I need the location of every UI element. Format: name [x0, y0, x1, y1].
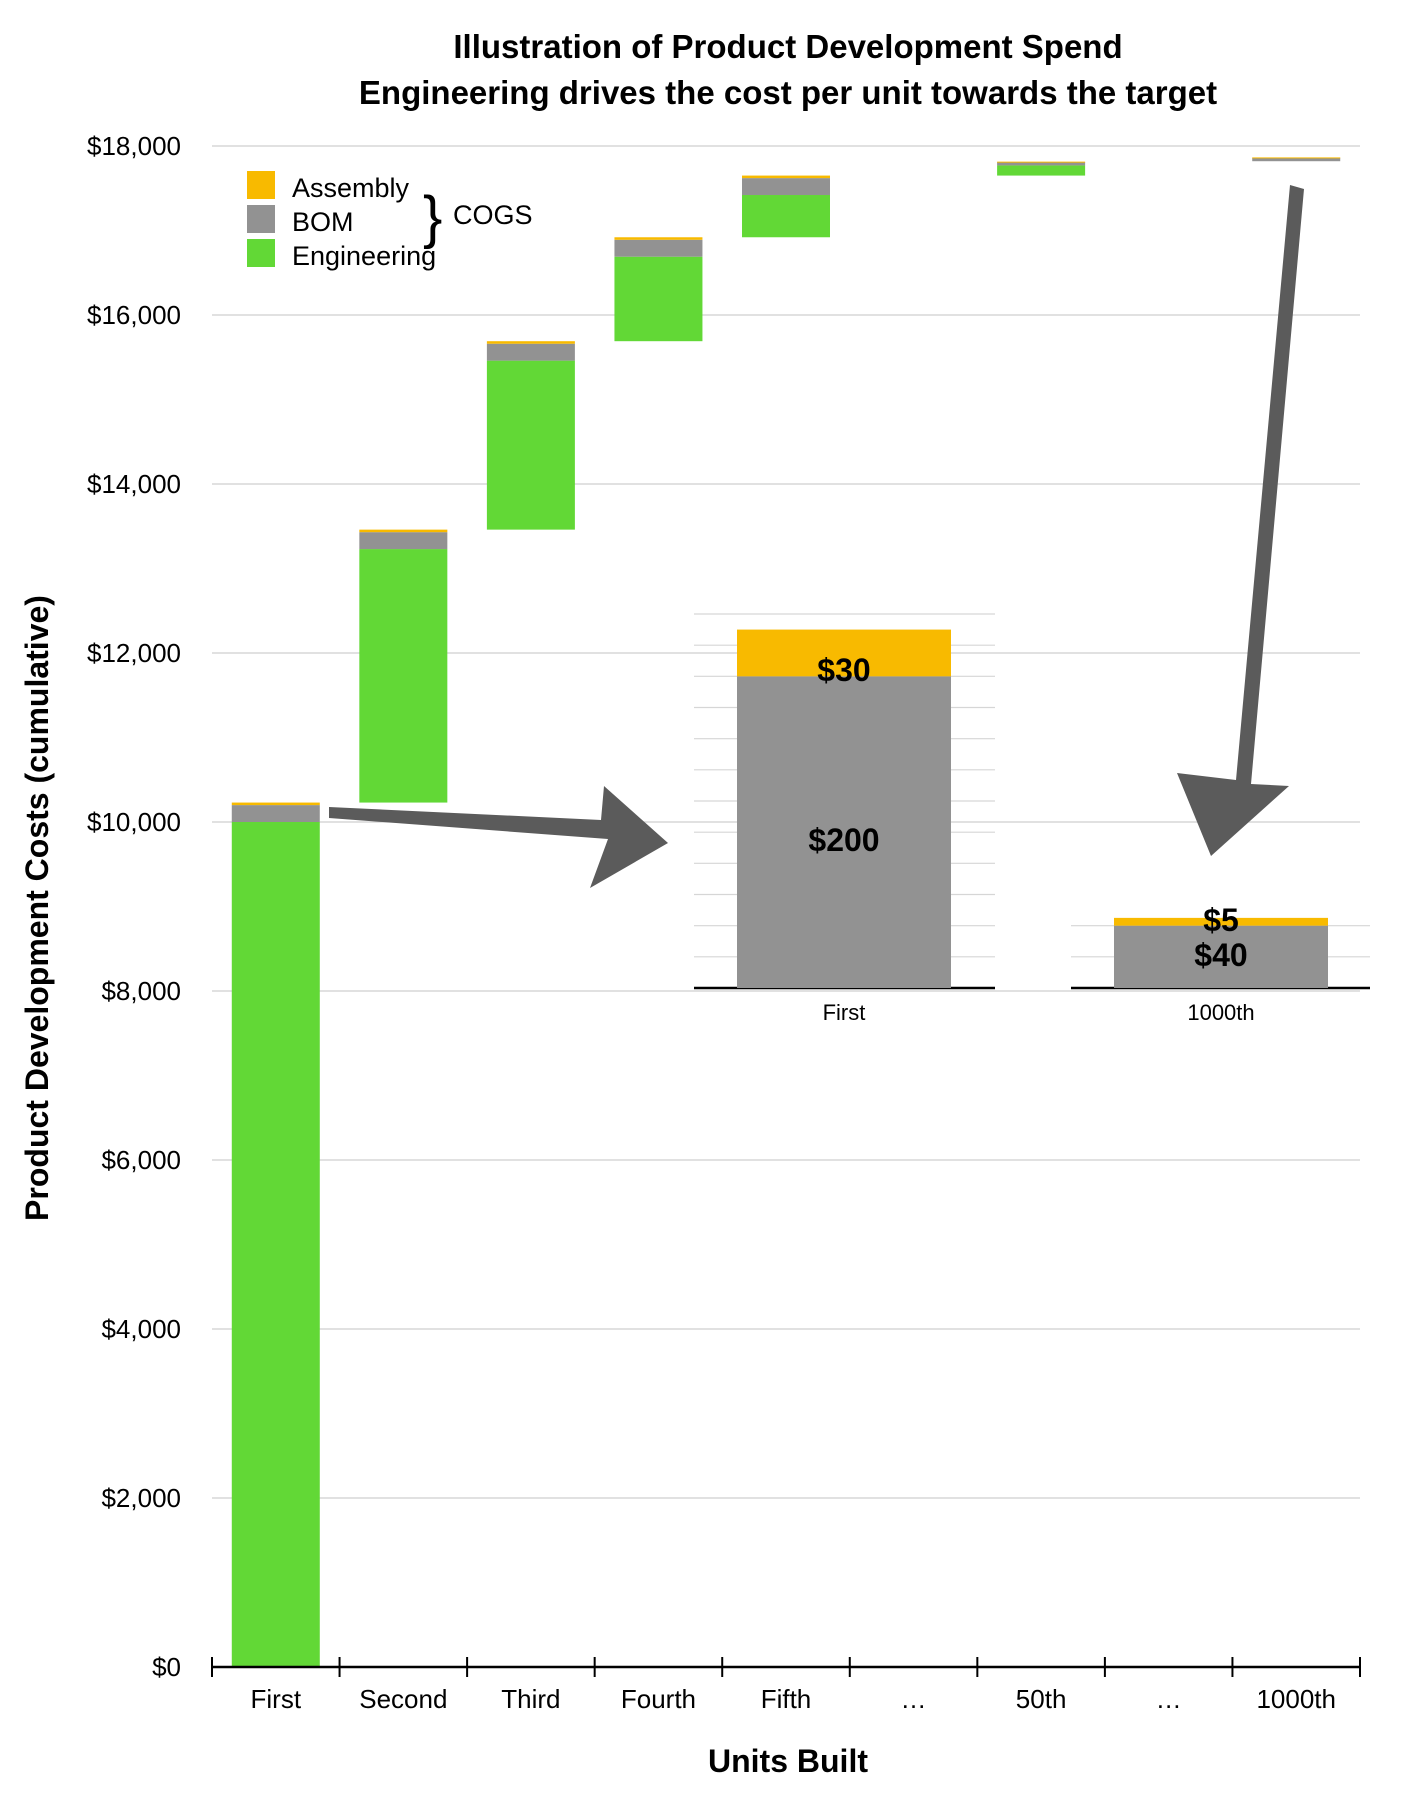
legend-swatch-bom [247, 205, 275, 233]
x-tick-label: Second [359, 1684, 447, 1714]
inset-bar-bom-1 [737, 676, 951, 988]
chart-title: Illustration of Product Development Spen… [453, 28, 1122, 65]
x-tick-label: Fourth [621, 1684, 696, 1714]
legend-label-assembly: Assembly [292, 173, 410, 203]
inset-data-label: $5 [1203, 902, 1239, 938]
chart-subtitle: Engineering drives the cost per unit tow… [359, 74, 1217, 111]
y-axis-ticks: $0 $2,000 $4,000 $6,000 $8,000 $10,000 $12,000… [87, 131, 181, 1682]
bar-assembly-4 [614, 237, 703, 240]
inset-data-label: $30 [817, 652, 870, 688]
y-tick-label: $12,000 [87, 638, 181, 668]
bar-bom-4 [614, 239, 703, 257]
x-tick-label: … [1156, 1684, 1182, 1714]
x-tick-label: First [251, 1684, 302, 1714]
arrow-to-inset-1000th [1177, 185, 1304, 856]
x-axis-title: Units Built [708, 1743, 868, 1779]
x-axis-ticks: First Second Third Fourth Fifth … 50th … 1000th [251, 1684, 1336, 1714]
bar-assembly-3 [486, 341, 575, 344]
bar-bom-5 [742, 178, 830, 196]
inset-data-label: $40 [1194, 937, 1247, 973]
bar-bom-9 [1252, 157, 1341, 162]
inset-bar-bom-2 [1114, 925, 1328, 988]
annotation-arrows [329, 185, 1304, 888]
inset-chart: First 1000th $200 $30 $40$5 [694, 613, 1370, 1025]
bar-assembly-2 [359, 529, 448, 533]
inset-category-label: First [823, 1000, 866, 1025]
bar-bom-1 [231, 805, 320, 822]
x-tick-label: Fifth [761, 1684, 812, 1714]
arrow-to-inset-first [329, 786, 668, 888]
legend-swatch-engineering [247, 239, 275, 267]
y-tick-label: $10,000 [87, 807, 181, 837]
bar-bom-7 [997, 162, 1086, 166]
bar-engineering-3 [486, 360, 575, 530]
legend-label-bom: BOM [292, 207, 354, 237]
y-tick-label: $6,000 [101, 1145, 181, 1175]
legend-bracket: } [423, 185, 442, 250]
bar-engineering-4 [614, 256, 703, 342]
bar-engineering-7 [997, 165, 1086, 176]
y-tick-label: $4,000 [101, 1314, 181, 1344]
legend-label-engineering: Engineering [292, 241, 436, 271]
legend: Assembly BOM Engineering} COGS [247, 171, 533, 271]
legend-group-label: COGS [453, 200, 533, 230]
bars [231, 157, 1341, 1667]
y-tick-label: $14,000 [87, 469, 181, 499]
x-tick-label: … [901, 1684, 927, 1714]
bar-assembly-5 [742, 175, 830, 179]
bar-engineering-1 [231, 822, 320, 1667]
y-tick-label: $16,000 [87, 300, 181, 330]
bar-bom-3 [486, 343, 575, 361]
x-tick-label: 1000th [1256, 1684, 1336, 1714]
inset-bar-assembly-2 [1114, 917, 1328, 926]
bar-bom-2 [359, 532, 448, 550]
bar-assembly-7 [997, 161, 1086, 163]
bar-assembly-9 [1252, 157, 1341, 159]
x-tick-label: 50th [1016, 1684, 1067, 1714]
inset-data-label: $200 [808, 822, 879, 858]
inset-category-label: 1000th [1187, 1000, 1254, 1025]
y-tick-label: $2,000 [101, 1483, 181, 1513]
x-tick-label: Third [501, 1684, 560, 1714]
bar-engineering-2 [359, 549, 448, 803]
legend-swatch-assembly [247, 171, 275, 199]
bar-assembly-1 [231, 802, 320, 806]
x-axis [211, 1657, 1361, 1677]
y-tick-label: $0 [152, 1652, 181, 1682]
y-axis-title: Product Development Costs (cumulative) [19, 595, 55, 1221]
bar-engineering-5 [742, 195, 830, 238]
inset-bar-assembly-1 [737, 629, 951, 677]
y-tick-label: $18,000 [87, 131, 181, 161]
y-tick-label: $8,000 [101, 976, 181, 1006]
